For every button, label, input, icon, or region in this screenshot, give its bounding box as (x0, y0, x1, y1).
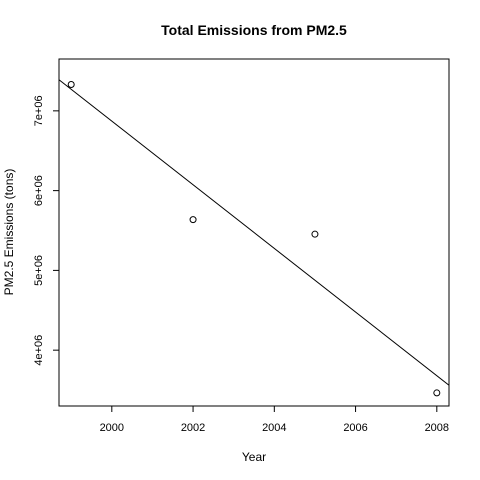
x-tick-label: 2002 (181, 422, 205, 434)
x-tick-label: 2000 (100, 422, 124, 434)
x-tick-label: 2004 (262, 422, 286, 434)
data-point (311, 230, 319, 238)
data-series (58, 79, 450, 397)
y-tick-label: 4e+06 (33, 335, 45, 366)
y-tick-label: 6e+06 (33, 175, 45, 206)
y-axis-label: PM2.5 Emissions (tons) (2, 169, 16, 296)
y-axis: 4e+06 5e+06 6e+06 7e+06 (33, 95, 59, 366)
x-axis-label: Year (242, 450, 266, 464)
y-tick-label: 7e+06 (33, 95, 45, 126)
data-point (189, 216, 197, 224)
data-point (67, 81, 75, 89)
data-point (433, 389, 441, 397)
x-tick-label: 2008 (425, 422, 449, 434)
chart-title: Total Emissions from PM2.5 (161, 22, 347, 38)
plot-frame (58, 58, 450, 407)
x-axis: 2000 2002 2004 2006 2008 (100, 406, 449, 434)
regression-line (58, 79, 450, 386)
x-tick-label: 2006 (343, 422, 367, 434)
y-tick-label: 5e+06 (33, 255, 45, 286)
